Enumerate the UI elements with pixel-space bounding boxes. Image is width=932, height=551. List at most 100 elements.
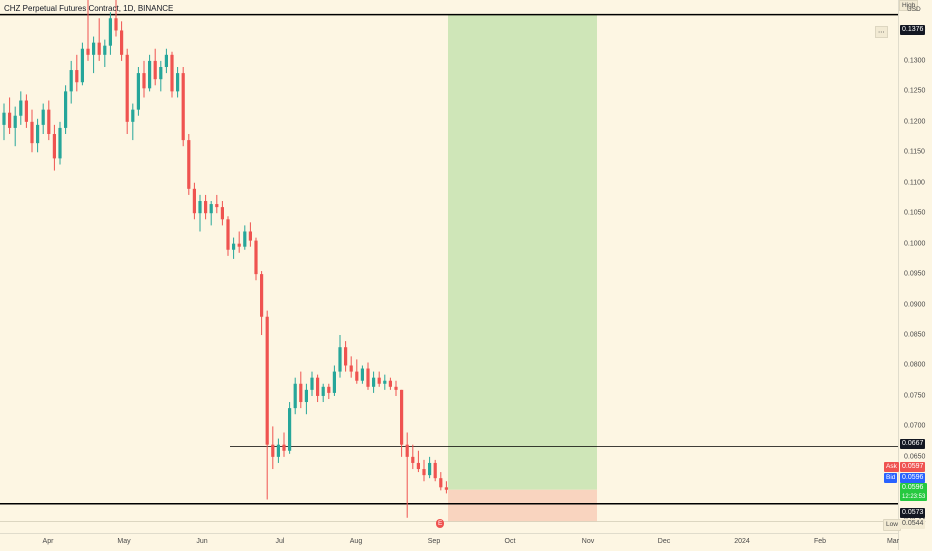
price-tick-label: 0.0750 [904,392,926,400]
chart-title: CHZ Perpetual Futures Contract, 1D, BINA… [4,4,174,13]
time-axis[interactable]: Apr May Jun Jul Aug Sep Oct Nov Dec 2024 Feb Mar [0,533,900,551]
candle-body [125,54,129,122]
chart-menu-icon[interactable]: ⋯ [875,26,888,38]
candle-body [433,462,437,479]
candle-body [142,73,146,89]
price-axis[interactable]: High USD 0.13500.13000.12500.12000.11500… [883,0,932,550]
candle-body [293,383,297,409]
chart-area[interactable]: CHZ Perpetual Futures Contract, 1D, BINA… [0,0,898,533]
price-tick-label: 0.1150 [904,148,925,156]
candle-body [24,100,28,122]
candle-body [439,478,443,488]
candle-body [260,274,264,317]
candle-body [416,462,420,470]
candle-body [41,109,45,125]
loss-zone [448,489,597,522]
time-tick-label: Oct [504,538,516,545]
candle-body [164,54,168,68]
time-tick-label: Nov [581,538,595,545]
candle-body [428,462,432,476]
candle-body [153,60,157,80]
candle-body [176,73,180,92]
candle-body [304,389,308,403]
price-tick-label: 0.1250 [904,87,926,95]
candle-body [377,377,381,384]
candle-body [192,188,196,214]
candle-body [220,207,224,220]
candle-body [86,48,90,55]
candle-body [226,219,230,250]
candle-body [360,368,364,381]
candle-body [181,73,185,141]
event-flag-icon[interactable]: E [436,519,445,528]
candle-body [103,45,107,55]
candle-body [265,316,269,445]
last-price-label: 0.0596 12:23:53 [900,483,928,501]
candle-body [355,371,359,381]
currency-label[interactable]: USD [907,6,921,13]
price-tick-label: 0.1200 [904,118,926,126]
candle-body [394,386,398,390]
candle-body [400,389,404,445]
candle-body [366,368,370,387]
candle-body [204,201,208,214]
time-tick-label: Apr [42,538,54,545]
candle-body [120,30,124,55]
candle-body [97,42,101,55]
candle-body [52,134,56,159]
candle-body [36,124,40,144]
price-tick-label: 0.0950 [904,270,926,278]
candle-body [405,444,409,457]
candlestick-plot[interactable] [0,0,898,533]
candle-body [159,67,163,80]
price-tick-label: 0.0700 [904,422,926,430]
time-tick-label: 2024 [734,538,750,545]
candle-body [444,487,448,490]
time-tick-label: Aug [349,538,363,545]
candle-body [13,115,17,128]
price-tick-label: 0.1300 [904,57,926,65]
resistance-price-label: 0.0667 [900,439,926,449]
candle-body [131,109,135,122]
time-tick-label: Jun [196,538,208,545]
candle-body [108,18,112,46]
candle-body [148,60,152,89]
candle-body [271,444,275,457]
candle-body [299,383,303,403]
candle-body [30,121,34,144]
candle-body [187,140,191,189]
candle-body [80,48,84,83]
time-tick-label: Jul [275,538,285,545]
candle-body [243,231,247,247]
price-tick-label: 0.1050 [904,209,926,217]
candle-body [69,70,73,92]
low-price-label: 0.0544 [900,519,926,529]
ask-price-label: 0.0597 [900,462,926,472]
candle-body [282,444,286,451]
price-tick-label: 0.0650 [904,453,926,461]
bid-price-label: 0.0596 [900,473,926,483]
candle-body [215,204,219,208]
time-tick-label: Mar [886,538,900,545]
price-tick-label: 0.0900 [904,301,926,309]
time-tick-label: Sep [427,538,441,545]
candle-body [170,54,174,92]
candle-body [64,91,68,128]
candle-body [321,386,325,396]
last-price-value: 0.0596 [902,484,924,491]
high-label: High [899,0,919,11]
ask-tag: Ask [884,462,899,472]
candle-body [19,100,23,116]
support-price-label: 0.0573 [900,508,926,518]
candle-body [422,469,426,476]
candle-body [92,42,96,55]
high-price-label: 0.1376 [900,25,926,35]
candle-body [237,243,241,247]
time-tick-label: Feb [813,538,827,545]
profit-zone [448,14,597,490]
candle-body [338,347,342,372]
candle-body [344,347,348,366]
candle-body [349,365,353,372]
candle-body [232,243,236,250]
time-tick-label: May [117,538,131,545]
